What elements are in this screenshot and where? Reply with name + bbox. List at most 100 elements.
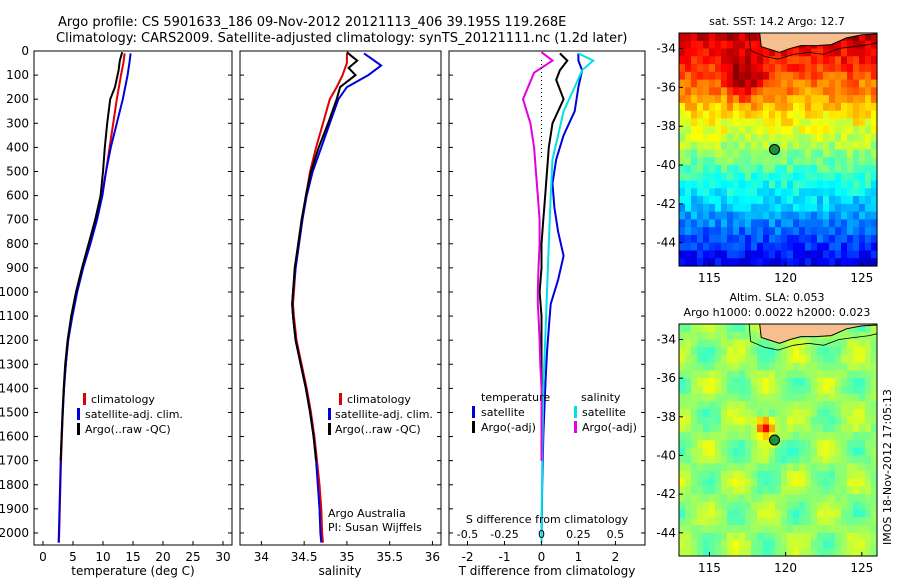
heatmap-cell	[763, 56, 770, 65]
heatmap-cell	[679, 347, 686, 356]
heatmap-cell	[853, 486, 860, 495]
heatmap-cell	[703, 432, 710, 441]
heatmap-cell	[835, 188, 842, 197]
heatmap-cell	[817, 424, 824, 433]
heatmap-cell	[829, 331, 836, 341]
heatmap-cell	[823, 219, 830, 228]
heatmap-cell	[811, 227, 818, 236]
heatmap-cell	[679, 362, 686, 371]
heatmap-cell	[799, 532, 806, 542]
heatmap-cell	[823, 486, 830, 495]
heatmap-cell	[817, 180, 824, 189]
heatmap-cell	[715, 242, 722, 252]
heatmap-cell	[841, 440, 848, 449]
heatmap-cell	[703, 525, 710, 534]
heatmap-cell	[805, 532, 812, 542]
heatmap-cell	[829, 219, 836, 228]
heatmap-cell	[805, 227, 812, 236]
heatmap-cell	[697, 118, 704, 127]
heatmap-cell	[727, 440, 734, 449]
heatmap-cell	[745, 180, 752, 189]
heatmap-cell	[817, 234, 824, 244]
heatmap-cell	[853, 378, 860, 387]
heatmap-cell	[865, 440, 872, 449]
heatmap-cell	[865, 95, 872, 104]
heatmap-cell	[721, 87, 728, 96]
heatmap-cell	[847, 540, 854, 549]
heatmap-cell	[727, 79, 734, 88]
heatmap-cell	[811, 157, 818, 166]
heatmap-cell	[811, 393, 818, 402]
heatmap-cell	[685, 188, 692, 197]
heatmap-cell	[751, 463, 758, 472]
heatmap-cell	[847, 385, 854, 395]
heatmap-cell	[841, 354, 848, 364]
heatmap-cell	[823, 440, 830, 449]
heatmap-cell	[763, 463, 770, 472]
heatmap-cell	[709, 455, 716, 464]
heatmap-cell	[685, 378, 692, 387]
heatmap-cell	[775, 71, 782, 81]
heatmap-cell	[847, 227, 854, 236]
heatmap-cell	[853, 331, 860, 341]
heatmap-cell	[835, 424, 842, 433]
heatmap-cell	[757, 157, 764, 166]
heatmap-cell	[817, 532, 824, 542]
heatmap-cell	[811, 540, 818, 549]
heatmap-cell	[733, 378, 740, 387]
heatmap-cell	[757, 393, 764, 402]
heatmap-cell	[805, 79, 812, 88]
heatmap-cell	[787, 455, 794, 464]
heatmap-cell	[727, 56, 734, 65]
heatmap-cell	[721, 463, 728, 472]
heatmap-cell	[715, 110, 722, 120]
heatmap-cell	[709, 149, 716, 158]
heatmap-cell	[709, 87, 716, 96]
heatmap-cell	[703, 416, 710, 426]
heatmap-cell	[799, 478, 806, 487]
heatmap-cell	[703, 455, 710, 464]
heatmap-cell	[793, 354, 800, 364]
heatmap-cell	[787, 525, 794, 534]
heatmap-cell	[715, 102, 722, 112]
heatmap-cell	[811, 102, 818, 112]
heatmap-cell	[751, 118, 758, 127]
heatmap-cell	[805, 362, 812, 371]
heatmap-cell	[841, 525, 848, 534]
heatmap-cell	[853, 110, 860, 120]
heatmap-cell	[769, 501, 776, 511]
heatmap-cell	[697, 486, 704, 495]
heatmap-cell	[859, 540, 866, 549]
heatmap-cell	[835, 141, 842, 151]
difference-axes	[448, 50, 646, 546]
heatmap-cell	[847, 347, 854, 356]
heatmap-cell	[859, 424, 866, 433]
legend-swatch-argo	[77, 423, 80, 435]
heatmap-cell	[871, 331, 878, 341]
heatmap-cell	[685, 219, 692, 228]
legend-label-temp-argo: Argo(-adj)	[481, 421, 536, 434]
heatmap-cell	[691, 242, 698, 252]
heatmap-cell	[715, 401, 722, 410]
heatmap-cell	[781, 525, 788, 534]
heatmap-cell	[715, 250, 722, 259]
heatmap-cell	[859, 463, 866, 472]
heatmap-cell	[685, 354, 692, 364]
legend-swatch-argo	[328, 423, 331, 435]
heatmap-cell	[787, 227, 794, 236]
heatmap-cell	[805, 95, 812, 104]
heatmap-cell	[745, 455, 752, 464]
heatmap-cell	[781, 440, 788, 449]
heatmap-cell	[721, 525, 728, 534]
heatmap-cell	[823, 180, 830, 189]
heatmap-cell	[763, 532, 770, 542]
heatmap-cell	[781, 393, 788, 402]
heatmap-cell	[811, 211, 818, 220]
heatmap-cell	[871, 370, 878, 379]
heatmap-cell	[745, 56, 752, 65]
heatmap-cell	[703, 79, 710, 88]
heatmap-cell	[727, 347, 734, 356]
legend-swatch-satellite	[77, 408, 80, 420]
heatmap-cell	[709, 331, 716, 341]
